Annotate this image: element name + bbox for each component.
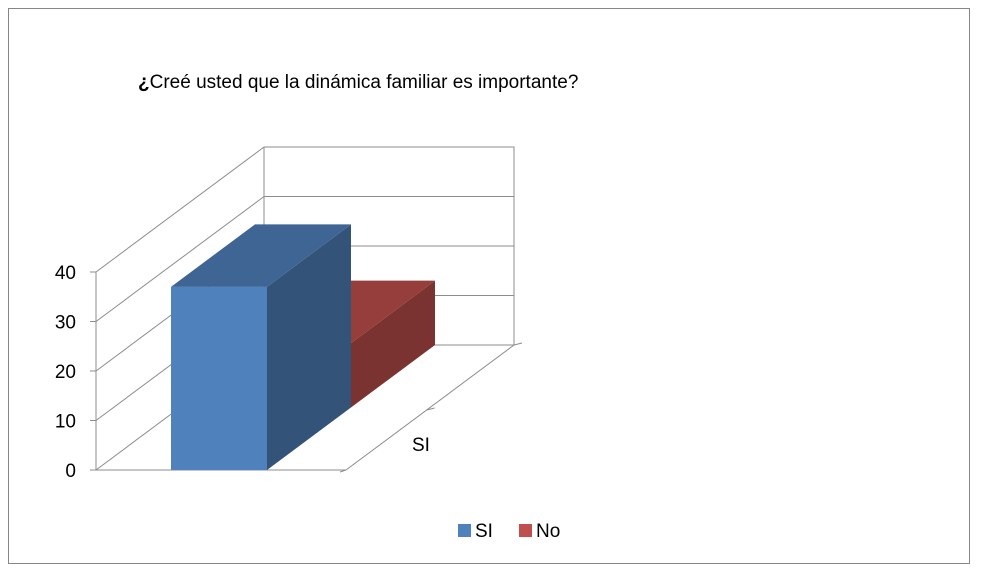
- depth-axis-tick: [426, 407, 435, 411]
- chart-bars: [171, 224, 435, 470]
- chart-legend: SI No: [458, 521, 560, 542]
- chart-title: ¿Creé usted que la dinámica familiar es …: [138, 72, 578, 94]
- depth-axis-end-tick: [513, 342, 523, 346]
- chart-title-lead: ¿: [138, 72, 150, 93]
- legend-swatch: [519, 524, 532, 537]
- chart-title-text: Creé usted que la dinámica familiar es i…: [149, 72, 579, 93]
- category-label: SI: [412, 435, 430, 456]
- y-tick-label: 20: [55, 362, 76, 383]
- x-axis-end-tick: [339, 469, 347, 473]
- y-tick-label: 0: [65, 461, 76, 482]
- y-tick-label: 10: [55, 412, 76, 433]
- gridline-side: [95, 196, 265, 322]
- legend-swatch: [458, 524, 471, 537]
- bar-side-face: [267, 224, 351, 470]
- chart-frame: [8, 8, 970, 564]
- y-tick-label: 30: [55, 313, 76, 334]
- bar-side-face: [351, 280, 435, 408]
- legend-label: SI: [475, 521, 493, 542]
- bar-front-face: [171, 286, 267, 470]
- legend-label: No: [536, 521, 560, 542]
- chart-labels: 0 10 20 30 40 SI: [55, 263, 430, 482]
- y-tick-label: 40: [55, 263, 76, 284]
- legend-item-no: No: [519, 521, 560, 542]
- bar-top-face: [171, 224, 351, 287]
- bar-si: [171, 224, 351, 470]
- depth-axis: [345, 344, 515, 471]
- legend-item-si: SI: [458, 521, 493, 542]
- gridline-side: [95, 146, 265, 273]
